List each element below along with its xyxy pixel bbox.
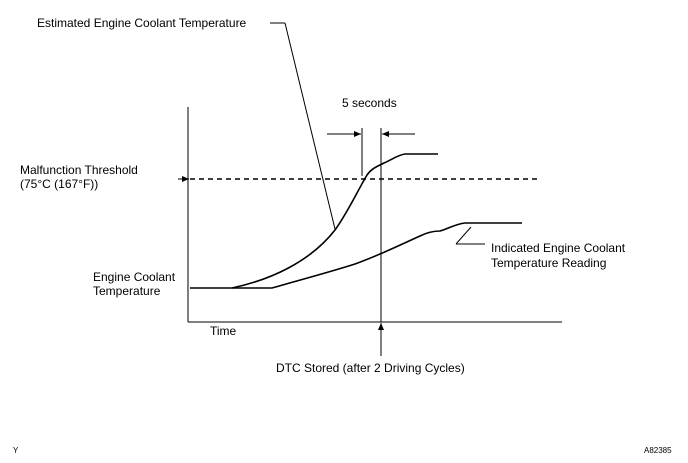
corner-mark: Y — [13, 446, 19, 455]
estimated-temp-curve — [190, 153, 438, 289]
five-seconds-label: 5 seconds — [342, 96, 397, 110]
indicated-temp-curve — [232, 222, 522, 289]
dtc-stored-label: DTC Stored (after 2 Driving Cycles) — [276, 361, 465, 375]
estimated-leader-diag — [284, 22, 336, 230]
estimated-label: Estimated Engine Coolant Temperature — [37, 16, 247, 30]
threshold-label-1: Malfunction Threshold — [20, 163, 138, 177]
x-axis-label: Time — [210, 324, 237, 338]
y-axis-label-1: Engine Coolant — [93, 270, 176, 284]
figure-code: A82385 — [644, 446, 672, 455]
indicated-leader — [455, 226, 472, 245]
y-axis-label-2: Temperature — [93, 284, 161, 298]
indicated-label-2: Temperature Reading — [491, 256, 606, 270]
threshold-label-2: (75°C (167°F)) — [20, 177, 98, 191]
indicated-label-1: Indicated Engine Coolant — [491, 241, 626, 255]
